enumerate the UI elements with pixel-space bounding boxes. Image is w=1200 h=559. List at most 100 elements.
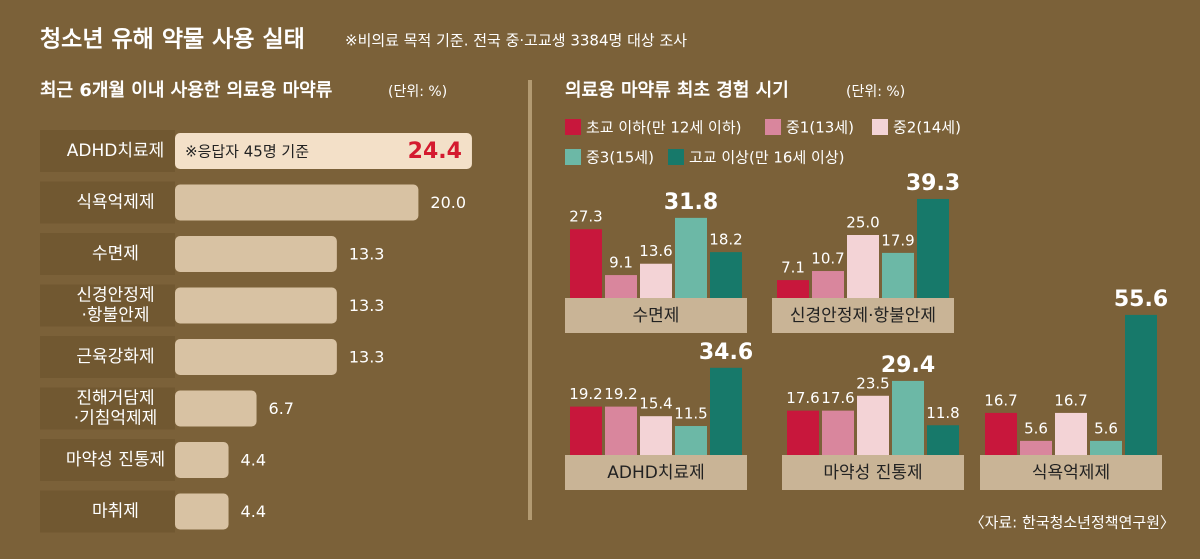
panel-label: 수면제	[633, 306, 680, 326]
bar	[847, 235, 879, 298]
label-box	[40, 130, 175, 172]
value-label: 7.1	[781, 259, 805, 277]
category-label: 식욕억제제	[76, 193, 154, 213]
value-label: 13.3	[349, 296, 385, 315]
panel-label-box	[772, 298, 954, 333]
legend-label: 고교 이상(만 16세 이상)	[689, 149, 845, 167]
label-line: ·항불안제	[82, 306, 150, 326]
bar	[605, 275, 637, 298]
bar	[1090, 440, 1122, 455]
value-label: 39.3	[906, 171, 960, 196]
bar	[675, 217, 707, 298]
legend-swatch	[765, 119, 781, 135]
category-label: 마약성 진통제	[66, 450, 165, 470]
label-box	[40, 387, 175, 430]
value-label: 23.5	[856, 374, 889, 392]
panel-label-box	[782, 455, 964, 490]
value-label: 31.8	[664, 190, 718, 215]
value-label: 25.0	[846, 214, 879, 232]
value-label: 5.6	[1024, 419, 1048, 437]
bar	[1020, 440, 1052, 455]
right-unit: (단위: %)	[846, 84, 905, 100]
bar	[985, 412, 1017, 455]
bar	[787, 410, 819, 455]
value-label: 29.4	[881, 353, 935, 378]
label-box	[40, 233, 175, 275]
value-label: 15.4	[639, 395, 672, 413]
category-label: 수면제	[92, 244, 139, 264]
label-line: 진해거담제	[76, 389, 154, 409]
value-label: 10.7	[811, 250, 844, 268]
label-box	[40, 284, 175, 327]
left-title: 최근 6개월 이내 사용한 의료용 마약류	[40, 79, 332, 101]
category-label: ADHD치료제	[67, 141, 165, 161]
panel-label: ADHD치료제	[607, 463, 705, 483]
value-label: 13.6	[639, 242, 672, 260]
bar	[777, 280, 809, 298]
title: 청소년 유해 약물 사용 실태	[40, 27, 305, 53]
panel-label-box	[980, 455, 1162, 490]
legend-label: 중1(13세)	[786, 119, 854, 137]
divider	[528, 80, 532, 520]
label-line: ·기침억제제	[74, 409, 158, 429]
legend-swatch	[872, 119, 888, 135]
value-label: 4.4	[241, 451, 266, 470]
value-label: 27.3	[569, 208, 602, 226]
bar	[175, 390, 257, 427]
bar	[570, 406, 602, 455]
bar	[605, 406, 637, 455]
value-label: 13.3	[349, 348, 385, 367]
label-box	[40, 181, 175, 224]
panel-label: 신경안정제·항불안제	[790, 306, 936, 326]
label-box	[40, 336, 175, 378]
value-label: 34.6	[699, 340, 753, 365]
value-label: 18.2	[709, 231, 742, 249]
legend-swatch	[668, 149, 684, 165]
value-label: 19.2	[569, 385, 602, 403]
bar	[882, 252, 914, 298]
value-label: 11.5	[674, 405, 707, 423]
value-label: 4.4	[241, 502, 266, 521]
bar	[917, 198, 949, 298]
bar	[1055, 412, 1087, 455]
category-label: 마취제	[92, 502, 139, 522]
value-label: 5.6	[1094, 419, 1118, 437]
panel-label-box	[565, 455, 747, 490]
bar	[710, 252, 742, 298]
bar	[570, 229, 602, 298]
note: ※비의료 목적 기준. 전국 중·고교생 3384명 대상 조사	[345, 32, 687, 50]
legend-swatch	[565, 149, 581, 165]
legend-label: 중2(14세)	[893, 119, 961, 137]
bar	[822, 410, 854, 455]
value-label: 19.2	[604, 385, 637, 403]
bar	[175, 236, 337, 272]
bar	[175, 133, 472, 169]
value-label: 24.4	[408, 139, 462, 164]
bar	[175, 184, 419, 221]
value-label: 17.9	[881, 231, 914, 249]
bar	[857, 395, 889, 455]
category-label: 진해거담제 ·기침억제제	[74, 389, 158, 429]
legend-label: 초교 이하(만 12세 이하)	[586, 119, 742, 137]
value-label: 16.7	[1054, 391, 1087, 409]
value-label: 11.8	[926, 404, 959, 422]
label-box	[40, 439, 175, 481]
label-box	[40, 490, 175, 533]
bar	[927, 425, 959, 455]
value-label: 13.3	[349, 245, 385, 264]
legend-swatch	[565, 119, 581, 135]
annotation: ※응답자 45명 기준	[185, 143, 309, 161]
bar	[640, 416, 672, 455]
value-label: 20.0	[430, 193, 466, 212]
value-label: 55.6	[1114, 287, 1168, 312]
bar	[175, 493, 229, 530]
panel-label-box	[565, 298, 747, 333]
bar	[892, 380, 924, 455]
right-title: 의료용 마약류 최초 경험 시기	[565, 79, 789, 101]
bar	[675, 426, 707, 455]
value-label: 16.7	[984, 391, 1017, 409]
value-label: 6.7	[269, 399, 294, 418]
bar	[640, 263, 672, 298]
value-label: 9.1	[609, 254, 633, 272]
